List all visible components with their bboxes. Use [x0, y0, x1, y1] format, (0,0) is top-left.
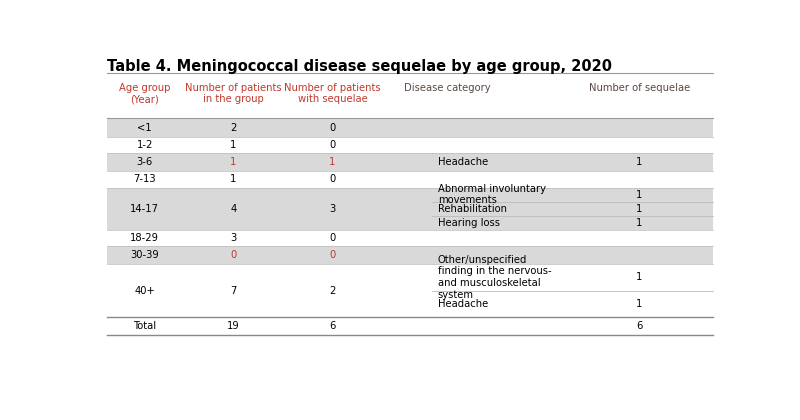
- Text: 0: 0: [330, 174, 336, 184]
- Text: Number of patients
with sequelae: Number of patients with sequelae: [284, 83, 381, 104]
- Text: 1: 1: [636, 189, 642, 200]
- Text: Headache: Headache: [438, 299, 488, 309]
- Text: Number of sequelae: Number of sequelae: [589, 83, 690, 93]
- Text: 19: 19: [227, 321, 240, 331]
- Text: Total: Total: [133, 321, 156, 331]
- Text: 6: 6: [636, 321, 642, 331]
- Text: 4: 4: [230, 204, 237, 213]
- Text: Hearing loss: Hearing loss: [438, 218, 500, 228]
- Text: 14-17: 14-17: [130, 204, 159, 213]
- Bar: [107, 153, 713, 171]
- Text: 3: 3: [330, 204, 336, 213]
- Text: 1: 1: [636, 218, 642, 228]
- Text: Abnormal involuntary
movements: Abnormal involuntary movements: [438, 184, 546, 205]
- Bar: [107, 246, 713, 264]
- Text: 18-29: 18-29: [130, 233, 159, 243]
- Text: 7: 7: [230, 286, 237, 296]
- Text: 3: 3: [230, 233, 237, 243]
- Bar: [107, 187, 713, 230]
- Text: 40+: 40+: [134, 286, 155, 296]
- Bar: [107, 264, 713, 317]
- Bar: [107, 171, 713, 187]
- Text: 0: 0: [330, 233, 336, 243]
- Text: Number of patients
in the group: Number of patients in the group: [185, 83, 282, 104]
- Text: 1-2: 1-2: [137, 140, 153, 150]
- Text: 1: 1: [636, 158, 642, 167]
- Text: 7-13: 7-13: [134, 174, 156, 184]
- Text: 3-6: 3-6: [137, 158, 153, 167]
- Text: 2: 2: [330, 286, 336, 296]
- Text: 6: 6: [330, 321, 336, 331]
- Text: Age group
(Year): Age group (Year): [119, 83, 170, 104]
- Text: Disease category: Disease category: [404, 83, 490, 93]
- Text: 1: 1: [636, 299, 642, 309]
- Text: 0: 0: [330, 250, 336, 260]
- Bar: [107, 317, 713, 335]
- Text: 1: 1: [230, 174, 237, 184]
- Text: 1: 1: [230, 158, 237, 167]
- Bar: [107, 137, 713, 153]
- Text: 0: 0: [330, 140, 336, 150]
- Text: Table 4. Meningococcal disease sequelae by age group, 2020: Table 4. Meningococcal disease sequelae …: [107, 60, 613, 74]
- Text: Rehabilitation: Rehabilitation: [438, 204, 507, 213]
- Bar: [107, 230, 713, 246]
- Text: Other/unspecified
finding in the nervous-
and musculoskeletal
system: Other/unspecified finding in the nervous…: [438, 255, 551, 299]
- Text: 0: 0: [230, 250, 237, 260]
- Text: 1: 1: [636, 272, 642, 282]
- Text: 1: 1: [230, 140, 237, 150]
- Text: 30-39: 30-39: [130, 250, 159, 260]
- Text: 0: 0: [330, 123, 336, 133]
- Bar: [107, 119, 713, 137]
- Text: 1: 1: [636, 204, 642, 213]
- Text: 2: 2: [230, 123, 237, 133]
- Text: Headache: Headache: [438, 158, 488, 167]
- Text: <1: <1: [138, 123, 152, 133]
- Text: 1: 1: [330, 158, 336, 167]
